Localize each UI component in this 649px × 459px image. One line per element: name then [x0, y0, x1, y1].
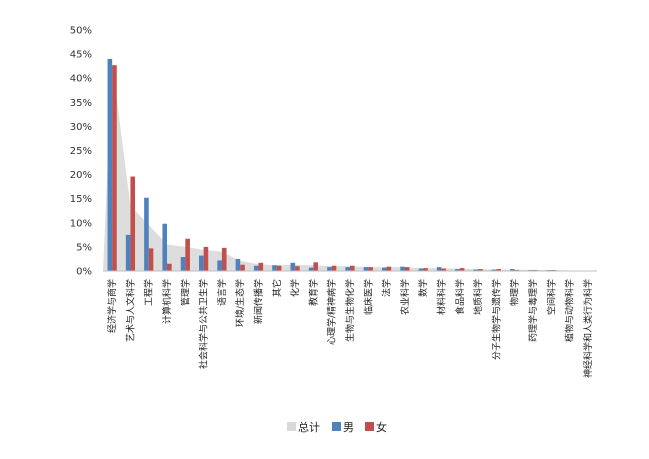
legend-label: 总计: [298, 420, 320, 434]
bar-male: [364, 267, 369, 271]
legend-label: 男: [343, 421, 354, 434]
x-tick-label: 药理学与毒理学: [527, 279, 539, 342]
bar-male: [144, 198, 149, 271]
x-tick-label: 其它: [271, 279, 283, 297]
bar-male: [108, 59, 113, 271]
bar-female: [368, 267, 373, 271]
x-axis: 经济学与商学艺术与人文科学工程学计算机科学管理学社会科学与公共卫生学语言学环境/…: [103, 271, 597, 378]
y-tick-label: 25%: [70, 146, 92, 157]
bar-female: [387, 267, 392, 271]
y-tick-label: 0%: [76, 267, 92, 278]
bar-male: [291, 263, 296, 271]
bar-male: [437, 267, 442, 271]
legend-swatch: [287, 422, 296, 431]
y-tick-label: 35%: [70, 98, 92, 109]
x-tick-label: 农业科学: [399, 279, 411, 315]
y-tick-label: 45%: [70, 50, 92, 61]
x-tick-label: 计算机科学: [161, 279, 173, 324]
bar-female: [332, 266, 337, 271]
x-tick-label: 经济学与商学: [106, 279, 118, 333]
bar-female: [204, 247, 209, 271]
y-tick-label: 20%: [70, 170, 92, 181]
x-tick-label: 植物与动物科学: [564, 279, 576, 342]
x-tick-label: 地质科学: [472, 279, 484, 315]
bar-male: [217, 260, 222, 271]
bar-female: [167, 264, 172, 271]
x-tick-label: 语言学: [216, 279, 228, 306]
bar-male: [272, 265, 277, 271]
bar-male: [254, 266, 259, 271]
x-tick-label: 工程学: [143, 279, 155, 306]
y-tick-label: 30%: [70, 122, 92, 133]
bar-male: [236, 259, 241, 271]
x-tick-label: 社会科学与公共卫生学: [198, 279, 210, 369]
x-tick-label: 神经科学和人类行为科学: [582, 279, 594, 378]
bar-female: [277, 266, 282, 271]
bar-female: [405, 267, 410, 271]
y-axis: 0% 5% 10% 15% 20% 25% 30% 35% 40% 45% 50%: [70, 26, 92, 278]
x-tick-label: 材料科学: [435, 279, 447, 315]
y-tick-label: 50%: [70, 26, 92, 37]
bar-female: [295, 266, 300, 271]
x-tick-label: 物理学: [509, 279, 521, 306]
bar-female: [259, 263, 264, 271]
bar-male: [400, 267, 405, 271]
y-tick-label: 40%: [70, 74, 92, 85]
bar-female: [130, 177, 135, 271]
bar-male: [181, 257, 186, 271]
y-tick-label: 10%: [70, 218, 92, 229]
x-tick-label: 教育学: [307, 279, 319, 306]
total-area: [103, 62, 597, 271]
x-tick-label: 法学: [381, 279, 393, 297]
legend: 总计 男 女: [287, 420, 387, 434]
x-tick-label: 生物与生物化学: [344, 279, 356, 342]
bar-male: [327, 267, 332, 271]
bar-female: [112, 65, 117, 271]
bar-female: [240, 265, 245, 271]
y-tick-label: 15%: [70, 194, 92, 205]
x-tick-label: 食品科学: [454, 279, 466, 315]
plot-area: [103, 59, 597, 271]
bar-male: [345, 267, 350, 271]
x-tick-label: 化学: [289, 279, 301, 297]
bar-male: [199, 256, 204, 271]
x-tick-label: 新闻传播学: [253, 279, 265, 324]
x-tick-label: 分子生物学与遗传学: [490, 279, 502, 360]
legend-swatch: [365, 422, 374, 431]
x-tick-label: 艺术与人文科学: [124, 279, 136, 342]
x-tick-label: 环境/生态学: [234, 279, 246, 327]
bar-male: [309, 268, 314, 271]
bar-female: [350, 266, 355, 271]
legend-label: 女: [376, 420, 387, 434]
x-tick-label: 空间科学: [545, 279, 557, 315]
bar-female: [185, 239, 190, 271]
x-tick-label: 心理学/精神病学: [326, 279, 338, 345]
bar-female: [222, 248, 227, 271]
y-tick-label: 5%: [76, 242, 92, 253]
x-tick-label: 管理学: [179, 279, 191, 306]
bar-female: [313, 262, 318, 271]
bar-male: [382, 268, 387, 271]
x-tick-label: 临床医学: [362, 279, 374, 315]
bar-male: [126, 235, 131, 271]
x-tick-label: 数学: [417, 279, 429, 297]
bar-male: [162, 224, 167, 271]
legend-swatch: [332, 422, 341, 431]
bar-female: [149, 248, 154, 271]
